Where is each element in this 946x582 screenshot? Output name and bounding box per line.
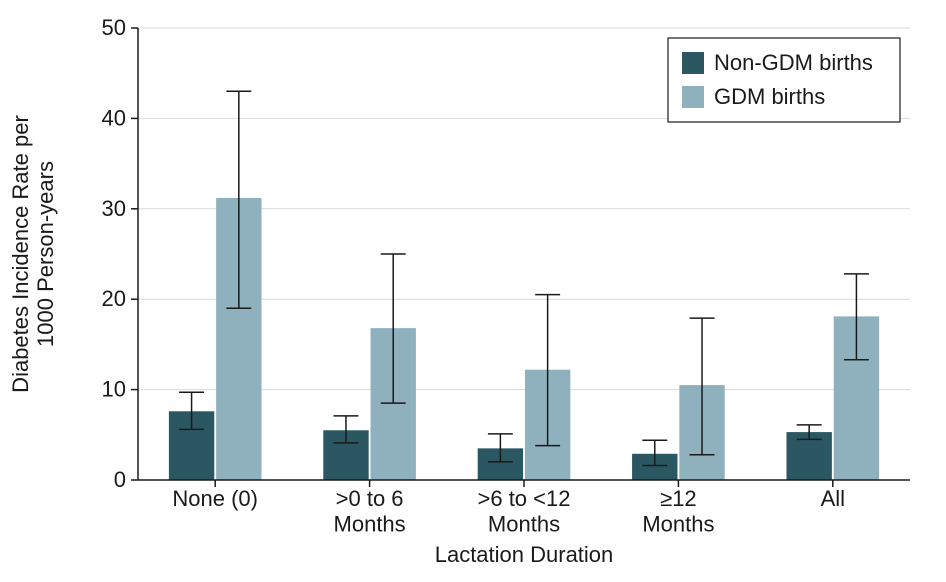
chart-container: 0 10 20 30 40 50 None (0) >0 to 6Months >6 to <1… bbox=[0, 0, 946, 582]
x-tick-label: >6 to <12Months bbox=[478, 486, 571, 536]
legend-swatch bbox=[682, 52, 704, 74]
x-tick-label: >0 to 6Months bbox=[334, 486, 406, 536]
x-axis-label: Lactation Duration bbox=[435, 542, 614, 567]
y-tick-label: 30 bbox=[102, 196, 126, 221]
chart-svg: 0 10 20 30 40 50 None (0) >0 to 6Months >6 to <1… bbox=[0, 0, 946, 582]
y-tick-label: 0 bbox=[114, 467, 126, 492]
x-tick-label: All bbox=[821, 486, 845, 511]
legend: Non-GDM births GDM births bbox=[668, 38, 900, 122]
legend-swatch bbox=[682, 86, 704, 108]
legend-label: GDM births bbox=[714, 84, 825, 109]
y-tick-label: 10 bbox=[102, 377, 126, 402]
y-tick-label: 40 bbox=[102, 105, 126, 130]
x-tick-label: None (0) bbox=[172, 486, 258, 511]
legend-label: Non-GDM births bbox=[714, 50, 873, 75]
y-tick-label: 20 bbox=[102, 286, 126, 311]
y-tick-label: 50 bbox=[102, 15, 126, 40]
